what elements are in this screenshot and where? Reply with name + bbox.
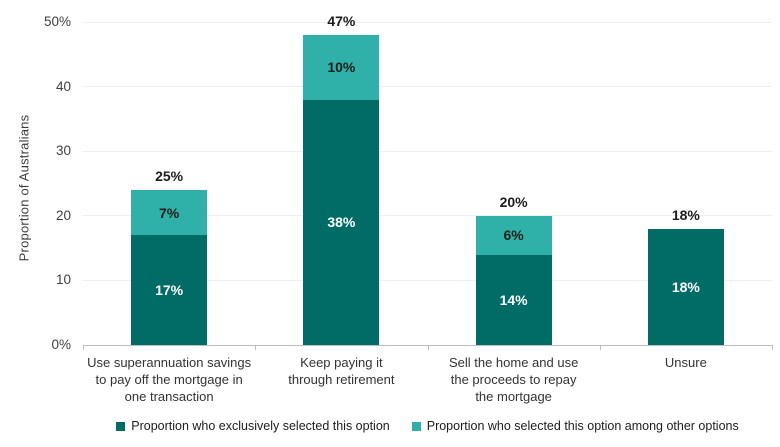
y-tick-label: 50% bbox=[43, 14, 71, 29]
legend-label-exclusive: Proportion who exclusively selected this… bbox=[131, 419, 390, 433]
segment-value-label: 6% bbox=[503, 227, 524, 244]
y-tick-label: 30 bbox=[55, 143, 71, 159]
gridline bbox=[83, 215, 772, 217]
gridline bbox=[83, 21, 772, 23]
gridline bbox=[83, 150, 772, 152]
legend-swatch-among-icon bbox=[411, 421, 421, 431]
bar-total-label: 25% bbox=[155, 167, 184, 184]
bar-segment-among bbox=[131, 189, 208, 236]
x-axis-tick bbox=[599, 345, 601, 350]
segment-value-label: 10% bbox=[327, 59, 356, 76]
y-tick-label: 20 bbox=[55, 207, 71, 223]
bar-segment-exclusive bbox=[303, 99, 380, 345]
x-axis-tick bbox=[772, 345, 773, 350]
gridline bbox=[83, 86, 772, 88]
category-label: Sell the home and use the proceeds to re… bbox=[448, 355, 579, 404]
bar-segment-among bbox=[303, 34, 380, 100]
gridline bbox=[83, 279, 772, 281]
legend-swatch-exclusive-icon bbox=[116, 421, 126, 431]
segment-value-label: 14% bbox=[499, 291, 528, 308]
category-label: Use superannuation savings to pay off th… bbox=[87, 355, 252, 404]
category-label: Keep paying it through retirement bbox=[288, 355, 395, 387]
legend-item-exclusive: Proportion who exclusively selected this… bbox=[116, 419, 390, 433]
legend-item-among: Proportion who selected this option amon… bbox=[411, 419, 739, 433]
x-axis-tick bbox=[83, 345, 84, 350]
legend: Proportion who exclusively selected this… bbox=[83, 419, 772, 433]
bar-total-label: 18% bbox=[671, 206, 700, 223]
x-axis-tick bbox=[427, 345, 429, 350]
bar-segment-among bbox=[475, 215, 552, 255]
y-axis-title: Proportion of Australians bbox=[16, 114, 32, 262]
bar-segment-exclusive bbox=[475, 254, 552, 345]
segment-value-label: 38% bbox=[327, 214, 356, 231]
category-label: Unsure bbox=[664, 355, 707, 370]
x-axis-tick bbox=[255, 345, 257, 350]
bar-segment-exclusive bbox=[647, 228, 724, 345]
bar-total-label: 20% bbox=[499, 193, 528, 210]
y-tick-label: 10 bbox=[55, 272, 71, 288]
y-tick-label: 0% bbox=[51, 337, 71, 352]
legend-label-among: Proportion who selected this option amon… bbox=[426, 419, 739, 433]
bar-total-label: 47% bbox=[327, 12, 356, 29]
y-tick-label: 40 bbox=[55, 78, 71, 94]
segment-value-label: 17% bbox=[155, 282, 184, 299]
bar-segment-exclusive bbox=[131, 235, 208, 345]
segment-value-label: 7% bbox=[159, 204, 180, 221]
segment-value-label: 18% bbox=[671, 278, 700, 295]
